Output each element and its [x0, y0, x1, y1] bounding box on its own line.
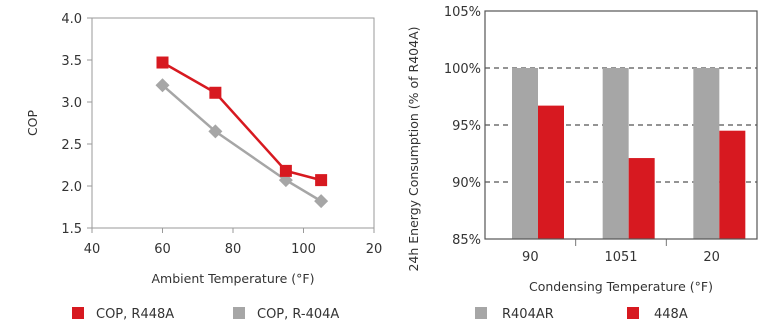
line-chart: 1.5 2.0 2.5 3.0 3.5 4.0 40 60 80 100 20 Ambient Tem… [25, 12, 382, 322]
bar-448a [628, 158, 655, 239]
line-plot-frame [91, 17, 375, 229]
y-tick-label: 95% [452, 119, 481, 134]
data-point-diamond [208, 124, 223, 139]
x-tick-label: 1051 [604, 250, 637, 265]
y-tick-label: 2.0 [61, 180, 82, 195]
x-axis-label: Ambient Temperature (°F) [152, 271, 315, 286]
x-tick-label: 100 [291, 242, 316, 257]
y-tick-label: 3.0 [61, 96, 82, 111]
data-point-square [156, 56, 169, 69]
legend-swatch [475, 307, 487, 319]
legend-label: 448A [654, 307, 688, 322]
bar-r404ar [512, 68, 538, 239]
y-axis-label: 24h Energy Consumption (% of R404A) [406, 26, 421, 271]
x-tick-label: 90 [522, 250, 539, 265]
data-point-diamond [314, 194, 329, 209]
legend-swatch [72, 307, 84, 319]
y-tick-label: 1.5 [61, 222, 82, 237]
data-point-square [209, 86, 222, 99]
y-tick-label: 2.5 [61, 138, 82, 153]
bar-legend: R404AR 448A [475, 307, 688, 322]
data-point-square [279, 164, 292, 177]
y-tick-label: 100% [444, 62, 481, 77]
data-point-diamond [155, 78, 170, 93]
legend-swatch [627, 307, 639, 319]
y-tick-label: 85% [452, 233, 481, 248]
x-tick-label: 40 [84, 242, 101, 257]
y-tick-label: 4.0 [61, 12, 82, 27]
y-tick-label: 3.5 [61, 54, 82, 69]
bar-r404ar [693, 68, 720, 239]
bar-448a [719, 130, 746, 239]
data-point-square [315, 174, 328, 187]
y-tick-label: 90% [452, 176, 481, 191]
legend-label: R404AR [502, 307, 554, 322]
legend-swatch [233, 307, 245, 319]
legend-label: COP, R448A [96, 307, 174, 322]
bar-chart: 85% 90% 95% 100% 105% 90 1051 20 Condensing Temp… [406, 5, 758, 322]
x-tick-label: 20 [366, 242, 383, 257]
bar-448a [538, 105, 564, 240]
x-tick-label: 20 [703, 250, 720, 265]
x-tick-label: 80 [225, 242, 242, 257]
y-axis-label: COP [25, 109, 40, 136]
bar-r404ar [602, 68, 629, 239]
y-tick-label: 105% [444, 5, 481, 20]
line-legend: COP, R448A COP, R-404A [72, 307, 339, 322]
series-line [161, 61, 322, 182]
x-tick-label: 60 [154, 242, 171, 257]
bar-plot-frame [484, 10, 758, 240]
series-line [161, 84, 322, 203]
x-axis-label: Condensing Temperature (°F) [529, 279, 713, 294]
legend-label: COP, R-404A [257, 307, 339, 322]
